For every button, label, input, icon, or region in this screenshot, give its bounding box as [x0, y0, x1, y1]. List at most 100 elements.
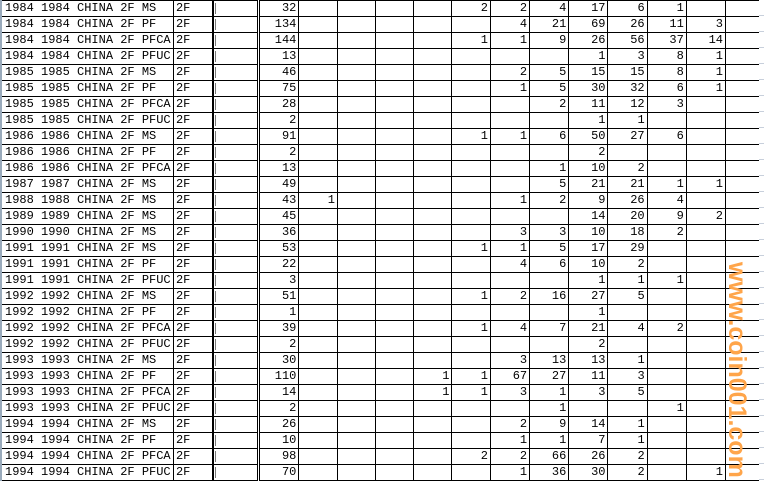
cell-value[interactable]: [724, 320, 764, 337]
cell-count[interactable]: 53: [256, 240, 300, 257]
cell-value[interactable]: 1: [607, 432, 648, 449]
cell-value[interactable]: [336, 288, 376, 305]
cell-group[interactable]: 2F: [172, 32, 214, 49]
cell-value[interactable]: 1: [568, 272, 609, 289]
cell-value[interactable]: 3: [489, 384, 531, 401]
cell-value[interactable]: 21: [568, 320, 609, 337]
cell-value[interactable]: [374, 464, 414, 481]
cell-value[interactable]: 14: [568, 416, 609, 433]
cell-value[interactable]: [489, 176, 531, 193]
cell-value[interactable]: 9: [529, 32, 570, 49]
cell-value[interactable]: [685, 400, 726, 417]
cell-label[interactable]: 1984 1984 CHINA 2F PFUC: [0, 48, 174, 65]
cell-value[interactable]: [646, 304, 687, 321]
cell-value[interactable]: 32: [607, 80, 648, 97]
cell-group[interactable]: 2F: [172, 160, 214, 177]
cell-value[interactable]: 2: [489, 288, 531, 305]
cell-value[interactable]: 2: [489, 64, 531, 81]
cell-value[interactable]: 11: [568, 368, 609, 385]
cell-value[interactable]: 21: [568, 176, 609, 193]
cell-value[interactable]: 1: [412, 384, 453, 401]
cell-count[interactable]: 98: [256, 448, 300, 465]
cell-value[interactable]: [489, 272, 531, 289]
cell-value[interactable]: [607, 304, 648, 321]
cell-value[interactable]: [374, 224, 414, 241]
cell-value[interactable]: [724, 352, 764, 369]
cell-value[interactable]: 2: [489, 448, 531, 465]
cell-group[interactable]: 2F: [172, 384, 214, 401]
cell-value[interactable]: 1: [568, 48, 609, 65]
cell-value[interactable]: 7: [568, 432, 609, 449]
cell-group[interactable]: 2F: [172, 416, 214, 433]
cell-value[interactable]: [374, 176, 414, 193]
cell-value[interactable]: [685, 304, 726, 321]
cell-value[interactable]: 50: [568, 128, 609, 145]
cell-value[interactable]: [724, 288, 764, 305]
cell-group[interactable]: 2F: [172, 288, 214, 305]
cell-value[interactable]: 11: [646, 16, 687, 33]
cell-value[interactable]: [724, 272, 764, 289]
cell-value[interactable]: [724, 48, 764, 65]
cell-value[interactable]: [724, 256, 764, 273]
cell-group[interactable]: 2F: [172, 400, 214, 417]
cell-value[interactable]: 29: [607, 240, 648, 257]
cell-value[interactable]: [412, 48, 453, 65]
cell-value[interactable]: [412, 16, 453, 33]
cell-count[interactable]: 1: [256, 304, 300, 321]
cell-value[interactable]: 14: [568, 208, 609, 225]
cell-value[interactable]: 30: [568, 80, 609, 97]
cell-value[interactable]: [412, 176, 453, 193]
cell-value[interactable]: 2: [451, 448, 491, 465]
cell-count[interactable]: 51: [256, 288, 300, 305]
cell-value[interactable]: 3: [646, 96, 687, 113]
cell-count[interactable]: 32: [256, 0, 300, 17]
cell-value[interactable]: [685, 240, 726, 257]
cell-value[interactable]: [298, 64, 338, 81]
cell-value[interactable]: [529, 144, 570, 161]
cell-value[interactable]: [451, 192, 491, 209]
cell-label[interactable]: 1989 1989 CHINA 2F MS: [0, 208, 174, 225]
cell-value[interactable]: 2: [568, 336, 609, 353]
cell-value[interactable]: [685, 192, 726, 209]
cell-count[interactable]: 14: [256, 384, 300, 401]
cell-value[interactable]: 1: [646, 0, 687, 17]
cell-value[interactable]: [685, 144, 726, 161]
cell-group[interactable]: 2F: [172, 448, 214, 465]
cell-label[interactable]: 1985 1985 CHINA 2F PFUC: [0, 112, 174, 129]
cell-hidden[interactable]: [213, 256, 259, 273]
cell-value[interactable]: [412, 160, 453, 177]
cell-value[interactable]: [374, 288, 414, 305]
cell-count[interactable]: 30: [256, 352, 300, 369]
cell-label[interactable]: 1992 1992 CHINA 2F PF: [0, 304, 174, 321]
cell-value[interactable]: 26: [607, 192, 648, 209]
cell-value[interactable]: [451, 64, 491, 81]
cell-value[interactable]: 3: [489, 352, 531, 369]
cell-group[interactable]: 2F: [172, 48, 214, 65]
cell-value[interactable]: 7: [529, 320, 570, 337]
cell-count[interactable]: 13: [256, 160, 300, 177]
cell-value[interactable]: [724, 208, 764, 225]
cell-value[interactable]: [374, 208, 414, 225]
cell-value[interactable]: [451, 112, 491, 129]
cell-group[interactable]: 2F: [172, 0, 214, 17]
cell-value[interactable]: [451, 96, 491, 113]
cell-value[interactable]: [451, 176, 491, 193]
cell-value[interactable]: 1: [646, 176, 687, 193]
cell-value[interactable]: [412, 240, 453, 257]
cell-value[interactable]: 3: [685, 16, 726, 33]
cell-value[interactable]: [724, 192, 764, 209]
cell-hidden[interactable]: [213, 0, 259, 17]
cell-hidden[interactable]: [213, 240, 259, 257]
cell-hidden[interactable]: [213, 272, 259, 289]
cell-value[interactable]: [724, 448, 764, 465]
cell-value[interactable]: [374, 448, 414, 465]
cell-value[interactable]: [646, 384, 687, 401]
cell-value[interactable]: [374, 256, 414, 273]
cell-value[interactable]: [451, 416, 491, 433]
cell-value[interactable]: 1: [607, 352, 648, 369]
cell-value[interactable]: [489, 112, 531, 129]
cell-value[interactable]: [451, 464, 491, 481]
cell-value[interactable]: 1: [451, 368, 491, 385]
cell-value[interactable]: [451, 80, 491, 97]
cell-hidden[interactable]: [213, 48, 259, 65]
